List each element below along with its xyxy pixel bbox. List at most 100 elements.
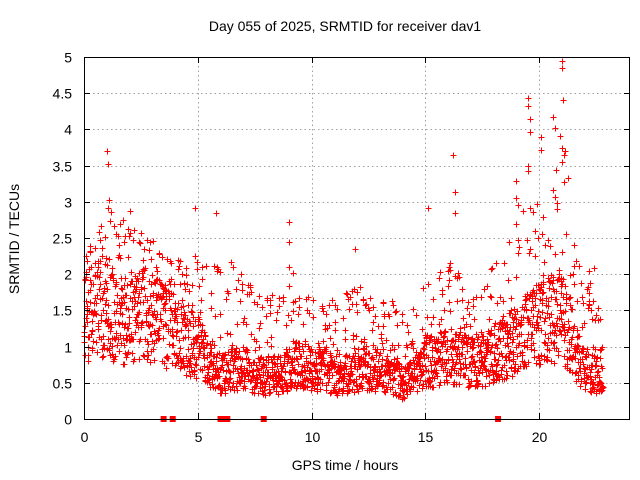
data-point [192, 361, 199, 368]
data-point [579, 356, 586, 363]
data-point [170, 291, 177, 298]
data-point [478, 294, 485, 301]
data-point [130, 336, 137, 343]
data-point [183, 265, 190, 272]
data-point [141, 246, 148, 253]
data-point [144, 356, 151, 363]
data-point [185, 346, 192, 353]
data-point [567, 272, 574, 279]
data-point [366, 350, 373, 357]
data-point [287, 376, 294, 383]
data-point [234, 366, 241, 373]
data-point [533, 360, 540, 367]
data-point [426, 377, 433, 384]
data-point [286, 219, 293, 226]
data-point [410, 345, 417, 352]
y-tick-label: 0 [64, 412, 72, 428]
data-point [100, 333, 107, 340]
data-point [138, 230, 145, 237]
data-point [221, 355, 228, 362]
data-point [592, 346, 599, 353]
data-point [327, 350, 334, 357]
data-point [169, 332, 176, 339]
data-point [563, 296, 570, 303]
data-point [500, 298, 507, 305]
data-point [548, 294, 555, 301]
data-point [414, 388, 421, 395]
y-tick-label: 1 [64, 340, 72, 356]
data-point [175, 300, 182, 307]
data-point [582, 386, 589, 393]
data-point [191, 371, 198, 378]
data-point [390, 302, 397, 309]
data-point [271, 360, 278, 367]
data-point [197, 309, 204, 316]
data-point [292, 345, 299, 352]
chart-title: Day 055 of 2025, SRMTID for receiver dav… [209, 18, 482, 34]
data-point [325, 379, 332, 386]
data-point [326, 322, 333, 329]
data-point [436, 275, 443, 282]
data-point [161, 360, 168, 367]
data-point [265, 353, 272, 360]
data-point [446, 299, 453, 306]
data-point [310, 314, 317, 321]
data-points [81, 58, 607, 403]
data-point [253, 338, 260, 345]
data-point [575, 372, 582, 379]
data-point [535, 235, 542, 242]
y-tick-label: 2 [64, 267, 72, 283]
data-point [562, 308, 569, 315]
data-point [541, 318, 548, 325]
data-point [464, 348, 471, 355]
data-point [375, 358, 382, 365]
data-point [576, 263, 583, 270]
data-point [227, 369, 234, 376]
data-point [584, 346, 591, 353]
data-point [256, 325, 263, 332]
data-point [343, 366, 350, 373]
data-point [467, 323, 474, 330]
data-point [493, 260, 500, 267]
data-point [456, 274, 463, 281]
data-point [187, 373, 194, 380]
data-point [451, 365, 458, 372]
data-point [361, 336, 368, 343]
data-point [551, 339, 558, 346]
data-point [95, 326, 102, 333]
data-point [422, 340, 429, 347]
data-point [266, 386, 273, 393]
data-point [290, 270, 297, 277]
data-point [504, 321, 511, 328]
data-point [123, 292, 130, 299]
y-tick-label: 2.5 [53, 231, 73, 247]
data-point [533, 290, 540, 297]
data-point [125, 254, 132, 261]
data-point [140, 274, 147, 281]
data-point [203, 263, 210, 270]
x-tick-label: 15 [418, 429, 434, 445]
data-point [209, 338, 216, 345]
data-point [315, 340, 322, 347]
data-point [194, 266, 201, 273]
data-point [161, 301, 168, 308]
data-point [410, 306, 417, 313]
data-point [387, 347, 394, 354]
data-point [494, 361, 501, 368]
data-point [376, 377, 383, 384]
data-point [538, 327, 545, 334]
data-point [103, 310, 110, 317]
data-point [93, 311, 100, 318]
data-point [466, 311, 473, 318]
data-point [354, 289, 361, 296]
data-point [395, 360, 402, 367]
data-point [594, 382, 601, 389]
data-point [580, 361, 587, 368]
data-point [429, 344, 436, 351]
data-point [153, 264, 160, 271]
data-point [157, 311, 164, 318]
data-point [189, 350, 196, 357]
data-point [127, 208, 134, 215]
data-point [96, 229, 103, 236]
data-point [389, 384, 396, 391]
